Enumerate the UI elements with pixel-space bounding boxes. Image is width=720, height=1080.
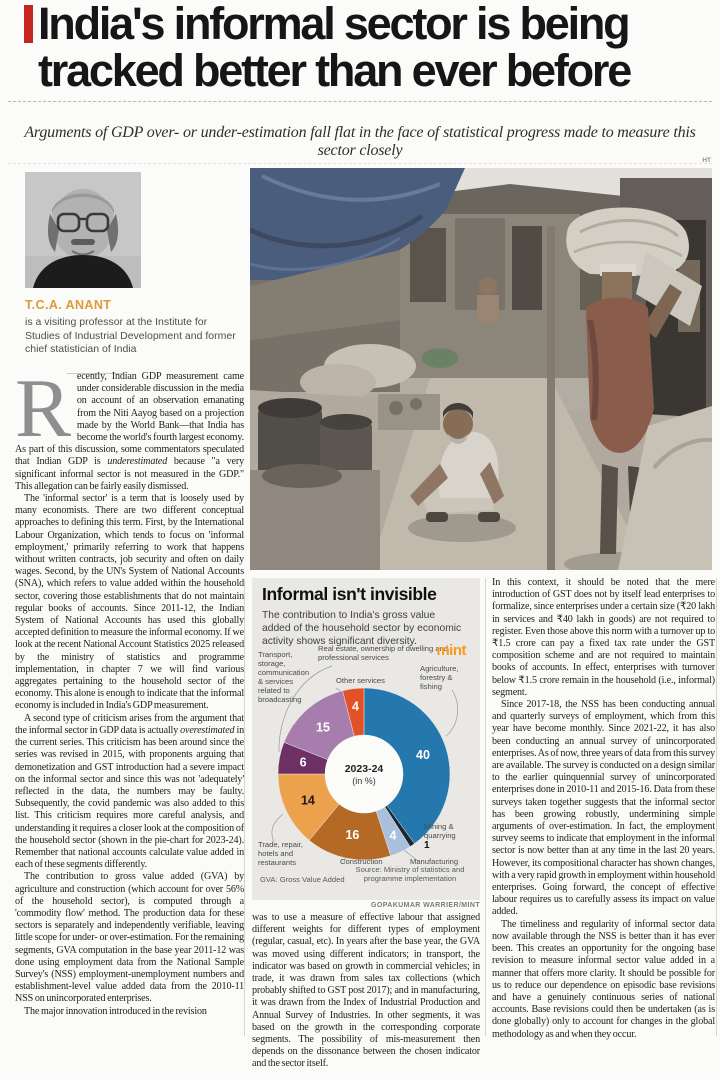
headline: India's informal sector is being tracked… <box>38 0 714 94</box>
paragraph: A second type of criticism arises from t… <box>15 712 244 871</box>
header-rule <box>8 101 712 102</box>
author-bio: is a visiting professor at the Institute… <box>25 316 236 355</box>
paragraph: The contribution to gross value added (G… <box>15 871 244 1005</box>
label-manufacturing: Manufacturing <box>410 857 459 866</box>
slice-value-label: 6 <box>300 755 307 769</box>
article-column-3: In this context, it should be noted that… <box>492 577 715 1067</box>
deck-rule <box>8 163 712 164</box>
author-portrait <box>25 172 141 288</box>
donut-center-label: 2023-24 <box>345 763 384 775</box>
photo-credit: HT <box>702 157 711 164</box>
infographic: 40 4 16 14 6 15 4 2023-24 (in %) Informal isn't … <box>252 578 480 900</box>
author-name: T.C.A. ANANT <box>25 298 112 312</box>
headline-line2: tracked better than ever before <box>38 45 632 96</box>
slice-value-label: 4 <box>352 700 359 714</box>
author-divider <box>67 372 123 374</box>
label-transport: Transport, storage, communication & serv… <box>258 650 310 704</box>
slice-value-label: 14 <box>301 793 315 807</box>
author-block: T.C.A. ANANT is a visiting professor at … <box>25 172 237 374</box>
donut-center <box>325 735 403 813</box>
label-trade: Trade, repair, hotels and restaurants <box>258 840 303 867</box>
glasses-icon <box>56 212 81 233</box>
slice-value-label: 40 <box>416 748 430 762</box>
column-rule <box>716 578 717 1036</box>
label-construction: Construction <box>340 857 383 866</box>
paragraph: In this context, it should be noted that… <box>492 577 715 698</box>
street-photo <box>250 168 712 570</box>
mint-logo: mint <box>436 642 466 659</box>
label-other-services: Other services <box>336 676 385 685</box>
headline-accent-bar <box>24 5 33 43</box>
paragraph: The 'informal sector' is a term that is … <box>15 493 244 712</box>
label-real-estate: Real estate, ownership of dwelling and p… <box>318 644 449 662</box>
slice-value-label: 4 <box>390 829 397 843</box>
mining-value: 1 <box>424 840 430 851</box>
label-mining: Mining & quarrying 1 <box>424 822 474 851</box>
donut-chart: 40 4 16 14 6 15 4 2023-24(in %) <box>271 665 459 863</box>
infographic-subtitle: The contribution to India's gross value … <box>262 610 462 647</box>
slice-value-label: 15 <box>316 721 330 735</box>
article-column-2: was to use a measure of effective labour… <box>252 912 480 1076</box>
paragraph: The major innovation introduced in the r… <box>24 1005 207 1017</box>
source-note: Source: Ministry of statistics and progr… <box>355 865 465 883</box>
donut-center-label: (in %) <box>352 776 376 786</box>
graphic-credit: GOPAKUMAR WARRIER/MINT <box>371 902 480 909</box>
gva-footnote: GVA: Gross Value Added <box>260 875 345 884</box>
paragraph: The timeliness and regularity of informa… <box>492 918 715 1040</box>
column-rule <box>244 578 245 1036</box>
deck: Arguments of GDP over- or under-estimati… <box>24 124 696 159</box>
label-agriculture: Agriculture, forestry & fishing <box>420 664 459 691</box>
paragraph: Since 2017-18, the NSS has been conducti… <box>492 699 715 918</box>
slice-value-label: 16 <box>345 828 359 842</box>
paragraph: was to use a measure of effective labour… <box>252 912 480 1070</box>
column-rule <box>485 578 486 1036</box>
drop-cap: R <box>15 371 71 455</box>
infographic-title: Informal isn't invisible <box>262 584 437 604</box>
headline-line1: India's informal sector is being <box>38 0 631 49</box>
